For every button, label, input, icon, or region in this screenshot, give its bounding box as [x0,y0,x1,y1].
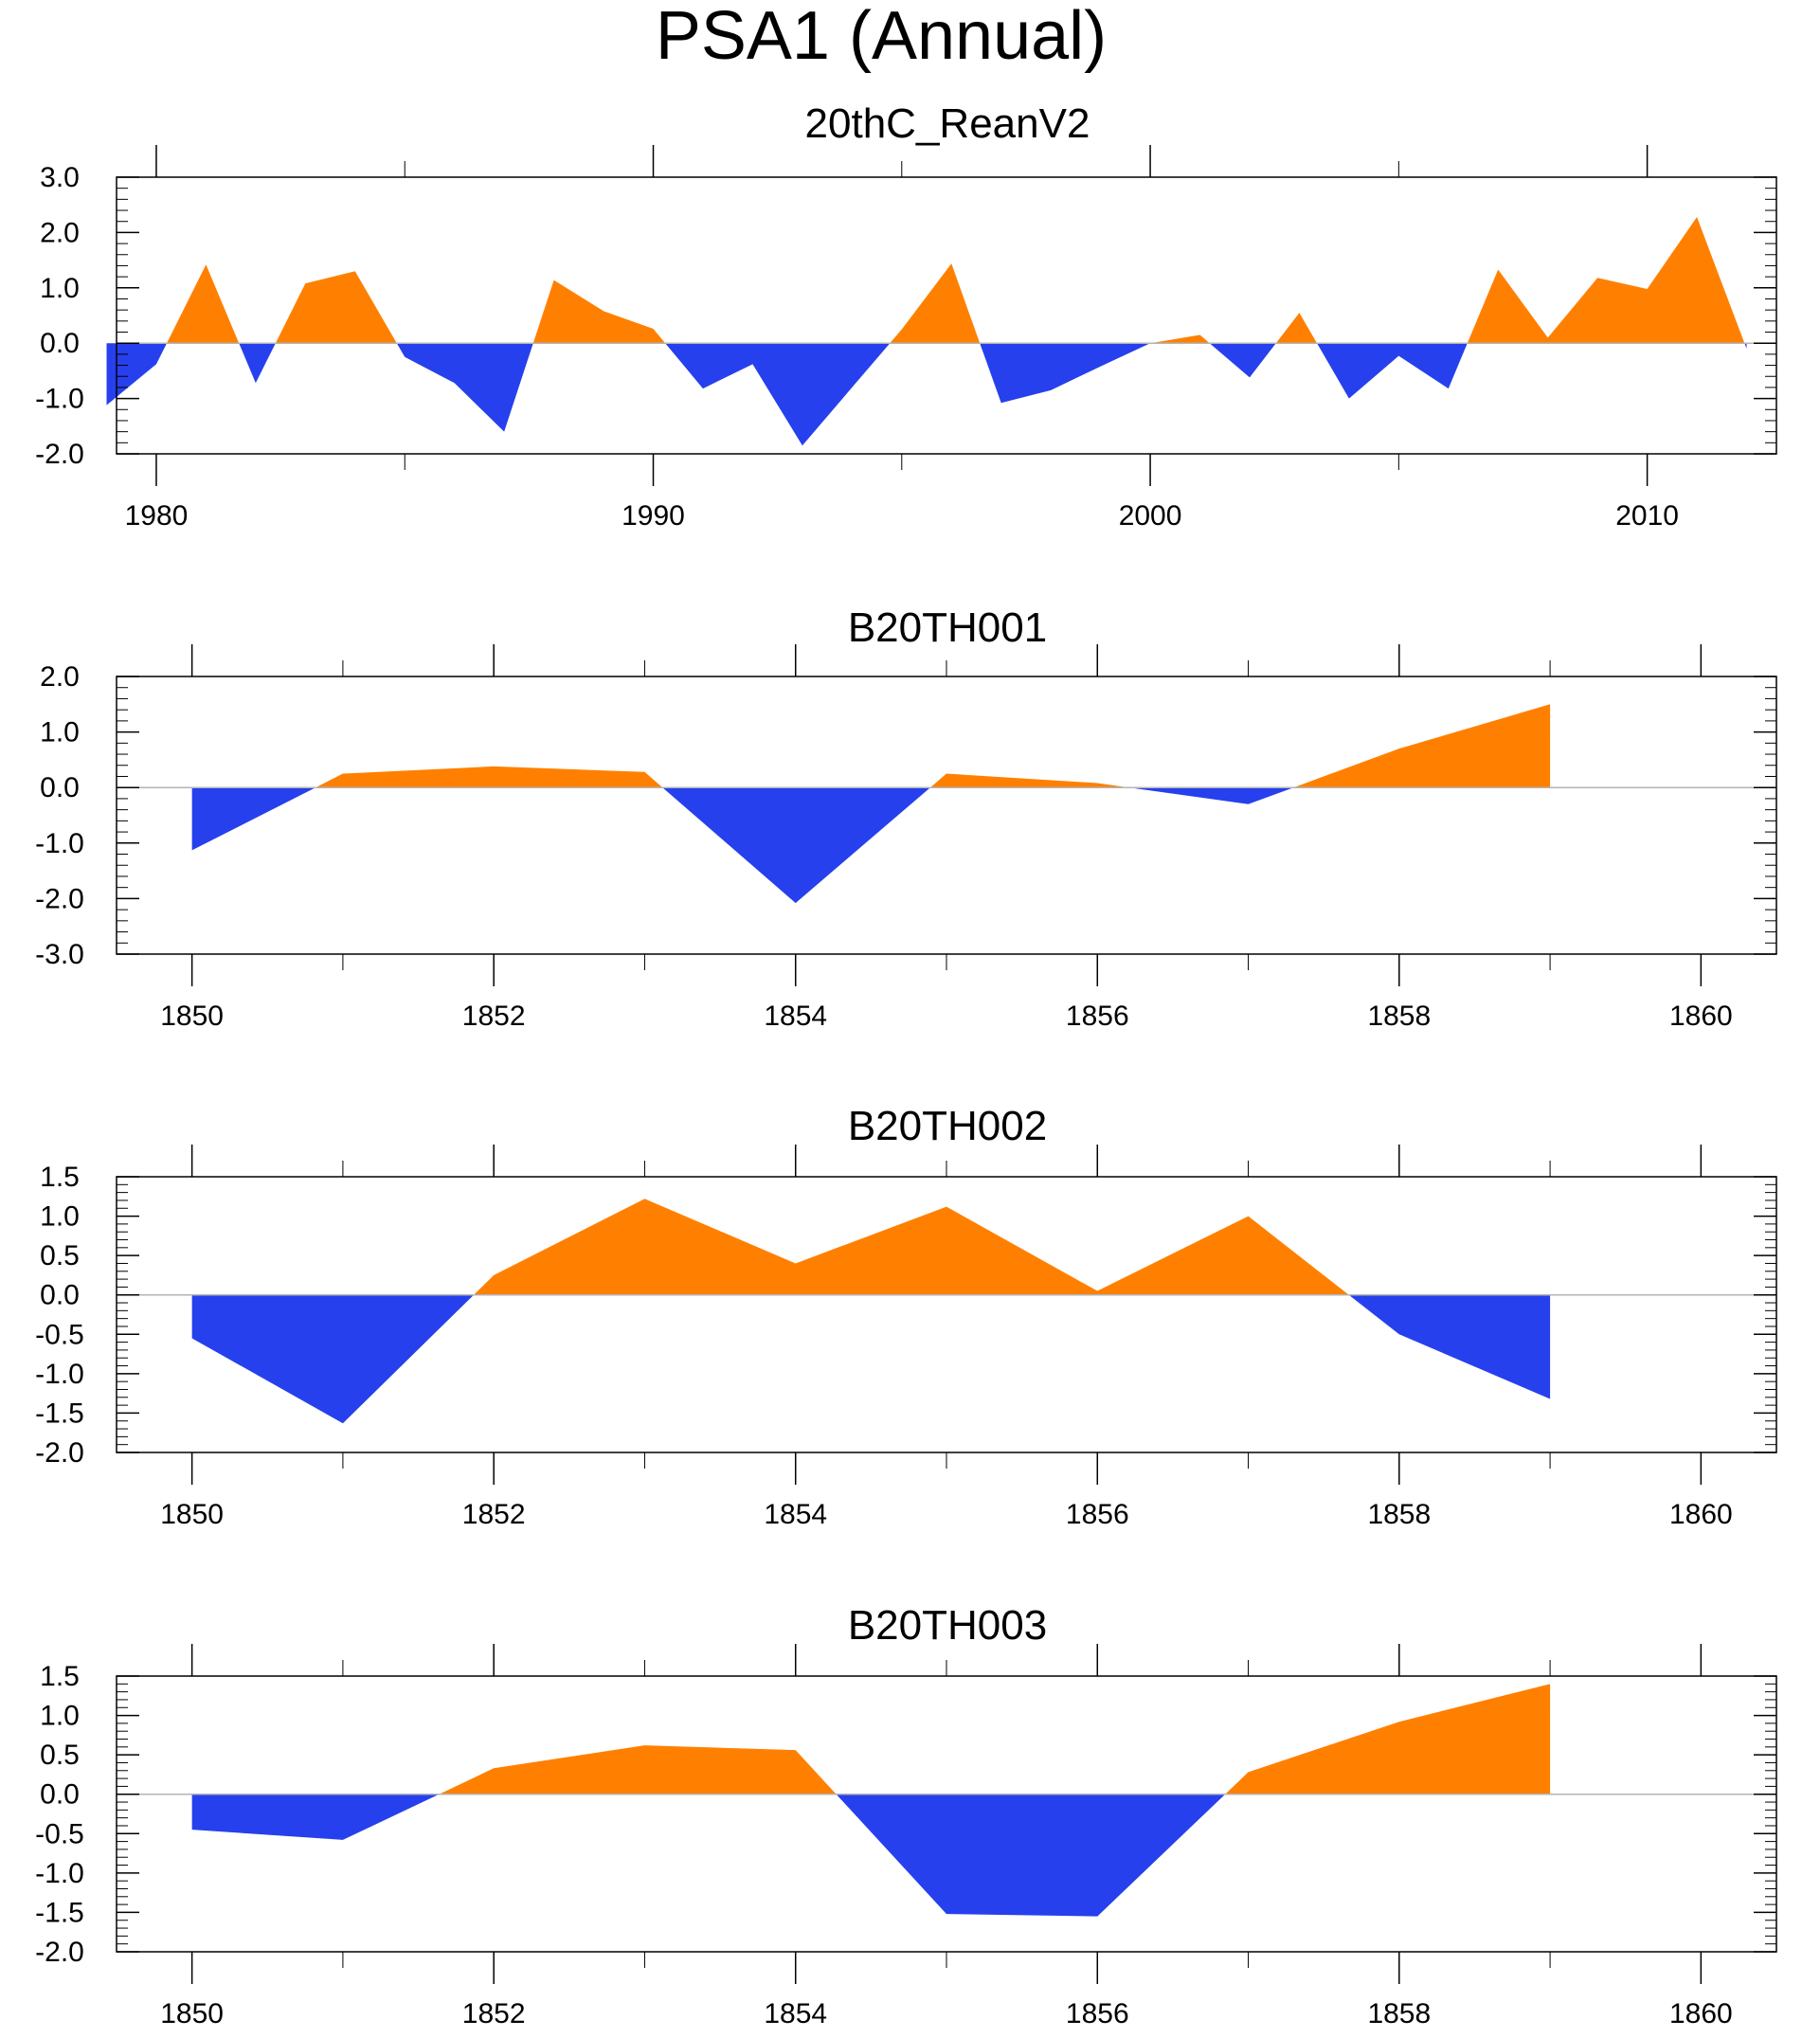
panel-title: B20TH003 [848,1602,1047,1649]
y-tick-label: -0.5 [35,1818,84,1849]
y-tick-label: -0.5 [35,1319,84,1350]
x-tick-label: 1852 [462,1998,526,2029]
y-tick-label: -2.0 [35,439,84,470]
y-tick-label: 1.0 [40,1701,80,1732]
negative-area [191,1294,475,1424]
panel-title: B20TH001 [848,604,1047,651]
y-tick-label: -1.5 [35,1398,84,1429]
negative-area [191,1794,440,1840]
y-tick-label: 0.0 [40,328,80,359]
x-tick-label: 1858 [1367,1998,1431,2029]
negative-area [836,1794,1226,1917]
negative-area [1744,343,1747,350]
panel-b20th001: B20TH001 -3.0 -2.0 -1.0 0.0 1.0 2.0 1850 1852 18… [35,604,1777,1032]
x-tick-label: 1854 [764,1499,827,1530]
x-tick-label: 1852 [462,1499,526,1530]
positive-area [890,263,981,344]
positive-area [1275,313,1318,344]
y-tick-label: 1.0 [40,1201,80,1233]
x-tick-label: 1856 [1066,1001,1129,1032]
x-tick-label: 1850 [160,1499,224,1530]
x-tick-label: 1854 [764,1001,827,1032]
negative-area [662,787,930,904]
negative-area [1209,343,1276,378]
negative-area [239,343,276,384]
positive-area [439,1745,837,1795]
positive-area [1293,704,1551,788]
y-tick-label: -1.0 [35,1858,84,1889]
negative-area [106,343,168,406]
y-tick-label: -2.0 [35,883,84,914]
positive-area [929,773,1129,788]
panel-b20th003: B20TH003 -2.0 -1.5 -1.0 -0.5 0.0 0.5 1.0 1.5 185… [35,1602,1777,2029]
plot-frame [116,176,1777,455]
panel-title: 20thC_ReanV2 [805,100,1090,147]
x-tick-label: 1850 [160,1001,224,1032]
y-tick-label: 2.0 [40,661,80,693]
negative-area [396,343,533,432]
y-tick-label: 1.0 [40,717,80,748]
positive-area [532,280,666,344]
y-tick-label: 3.0 [40,162,80,193]
y-tick-label: -2.0 [35,1937,84,1968]
negative-area [1128,787,1294,804]
y-tick-label: 0.0 [40,1280,80,1311]
x-tick-label: 1860 [1669,1499,1733,1530]
positive-area [275,271,397,344]
positive-area [1150,334,1210,344]
x-tick-label: 1854 [764,1998,827,2029]
plot-area: -2.0 -1.5 -1.0 -0.5 0.0 0.5 1.0 1.5 1850 1852 1854… [35,1644,1777,2029]
negative-area [1317,343,1468,399]
y-tick-label: -3.0 [35,939,84,970]
y-tick-label: -1.0 [35,828,84,859]
panel-title: B20TH002 [848,1103,1047,1149]
y-tick-label: 0.0 [40,772,80,803]
y-tick-label: 1.0 [40,273,80,304]
negative-area [665,343,891,446]
panel-20thc-reanv2: 20thC_ReanV2 -2.0 -1.0 0.0 1.0 2.0 3.0 1980 199… [35,100,1777,532]
y-tick-label: 0.5 [40,1240,80,1271]
negative-area [191,787,316,851]
y-tick-label: -1.0 [35,384,84,415]
plot-area: -2.0 -1.5 -1.0 -0.5 0.0 0.5 1.0 1.5 1850 1852 1854… [35,1145,1777,1530]
y-tick-label: -1.5 [35,1897,84,1928]
positive-area [474,1199,1349,1295]
x-tick-label: 1858 [1367,1499,1431,1530]
x-tick-label: 1990 [622,500,685,532]
y-tick-label: 0.0 [40,1779,80,1811]
x-tick-label: 1860 [1669,1001,1733,1032]
x-tick-label: 1856 [1066,1998,1129,2029]
x-tick-label: 2000 [1119,500,1182,532]
negative-area [980,343,1151,404]
y-tick-label: 1.5 [40,1661,80,1692]
x-tick-label: 1852 [462,1001,526,1032]
y-tick-label: 1.5 [40,1162,80,1193]
x-tick-label: 1850 [160,1998,224,2029]
y-tick-label: 2.0 [40,217,80,248]
x-tick-label: 1980 [125,500,189,532]
negative-area [1348,1294,1551,1399]
positive-area [1225,1684,1551,1795]
positive-area [167,264,240,344]
positive-area [1467,217,1745,344]
y-tick-label: 0.5 [40,1740,80,1771]
y-tick-label: -1.0 [35,1359,84,1390]
x-tick-label: 2010 [1615,500,1679,532]
x-tick-label: 1856 [1066,1499,1129,1530]
panel-b20th002: B20TH002 -2.0 -1.5 -1.0 -0.5 0.0 0.5 1.0 1.5 185… [35,1103,1777,1530]
positive-area [315,766,663,788]
y-tick-label: -2.0 [35,1437,84,1469]
x-tick-label: 1858 [1367,1001,1431,1032]
x-tick-label: 1860 [1669,1998,1733,2029]
plot-area: -3.0 -2.0 -1.0 0.0 1.0 2.0 1850 1852 1854 1856 185… [35,644,1777,1032]
plot-area: -2.0 -1.0 0.0 1.0 2.0 3.0 1980 1990 2000 2010 [35,145,1777,532]
figure-title: PSA1 (Annual) [656,0,1107,74]
